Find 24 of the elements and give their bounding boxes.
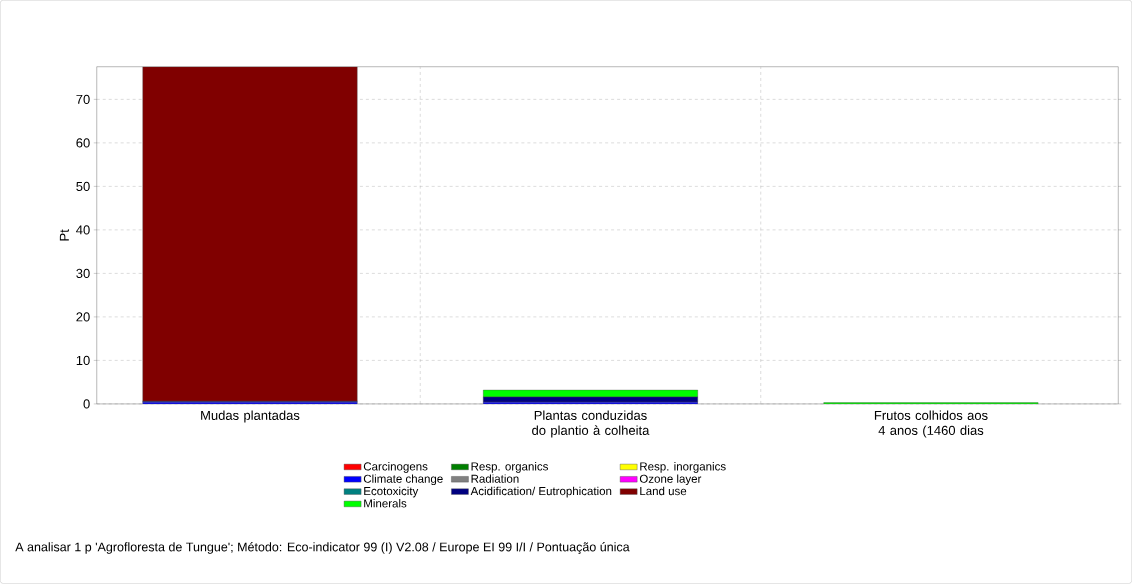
legend-label: Land use [640, 486, 687, 496]
legend-label: Ozone layer [639, 474, 702, 486]
y-axis-title: Pt [59, 229, 69, 241]
legend-label: Climate change [363, 474, 443, 486]
legend-label: Minerals [364, 499, 407, 508]
y-tick-label: 20 [76, 312, 90, 322]
y-tick-label: 40 [76, 225, 90, 235]
legend-label: Carcinogens [363, 462, 428, 473]
y-tick-label: 30 [76, 268, 90, 279]
y-tick-label: 60 [76, 138, 90, 148]
x-tick-label: Plantas conduzidas do plantio à colheita [532, 410, 650, 438]
text: A analisar 1 p 'Agrofloresta de Tungue'; Método: Eco-indicator 99 (I) V2.08 / Europe EI 99 I/I / Pontuação única [15, 542, 630, 555]
y-tick-label: 10 [76, 355, 90, 366]
legend-label: Acidification/ Eutrophication [470, 486, 612, 498]
y-tick-label: 0 [83, 399, 90, 409]
legend-label: Radiation [471, 474, 519, 483]
legend-label: Ecotoxicity [364, 486, 419, 498]
y-tick-label: 50 [76, 181, 90, 192]
legend-label: Resp. organics [471, 462, 548, 473]
bar [142, 66, 358, 402]
x-tick-label: Frutos colhidos aos 4 anos (1460 dias [874, 410, 988, 438]
legend-label: Resp. inorganics [640, 462, 726, 473]
x-tick-label: Mudas plantadas [201, 410, 300, 423]
y-tick-label: 70 [76, 94, 90, 105]
